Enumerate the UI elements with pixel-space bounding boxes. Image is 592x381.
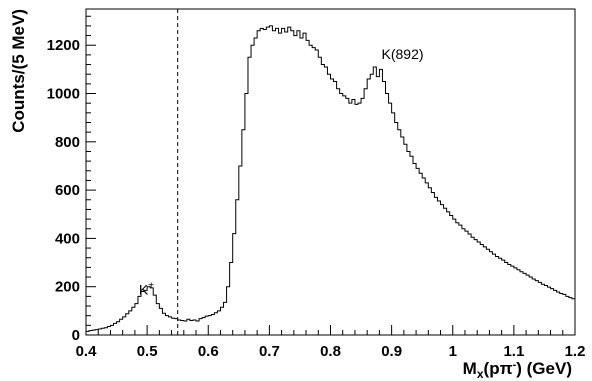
x-tick-label: 0.7 xyxy=(259,343,280,360)
x-tick-label: 0.8 xyxy=(320,343,341,360)
plot-frame xyxy=(85,8,576,336)
kplus-base: K xyxy=(139,282,149,298)
x-axis-title-paren: (pπ xyxy=(484,359,513,378)
kstar-annotation: K(892) xyxy=(382,46,424,62)
x-axis-title-sub: x xyxy=(477,367,484,381)
y-tick-label: 400 xyxy=(55,230,80,247)
x-axis-title-main: M xyxy=(463,359,477,378)
x-tick-label: 0.5 xyxy=(137,343,158,360)
x-tick-label: 1.2 xyxy=(565,343,586,360)
x-axis-title: Mx(pπ-) (GeV) xyxy=(463,359,572,381)
x-axis-title-rest: ) (GeV) xyxy=(516,359,572,378)
y-tick-label: 1000 xyxy=(47,86,80,103)
kplus-annotation: K+ xyxy=(139,281,154,298)
x-tick-label: 1.1 xyxy=(503,343,524,360)
axis-ticks xyxy=(85,15,576,336)
x-tick-labels: 0.4 0.5 0.6 0.7 0.8 0.9 1 1.1 1.2 xyxy=(76,343,586,360)
y-tick-labels: 0 200 400 600 800 1000 1200 xyxy=(47,37,80,344)
y-tick-label: 800 xyxy=(55,134,80,151)
x-tick-label: 1 xyxy=(449,343,457,360)
kplus-sup: + xyxy=(148,281,154,292)
x-tick-label: 0.4 xyxy=(76,343,98,360)
x-tick-label: 0.9 xyxy=(381,343,402,360)
x-tick-label: 0.6 xyxy=(198,343,219,360)
histogram-series xyxy=(86,25,575,332)
y-tick-label: 0 xyxy=(72,327,80,344)
x-axis-title-sup: - xyxy=(513,359,517,371)
y-axis-title: Counts/(5 MeV) xyxy=(9,9,28,133)
y-tick-label: 1200 xyxy=(47,37,80,54)
y-tick-label: 200 xyxy=(55,279,80,296)
y-tick-label: 600 xyxy=(55,182,80,199)
